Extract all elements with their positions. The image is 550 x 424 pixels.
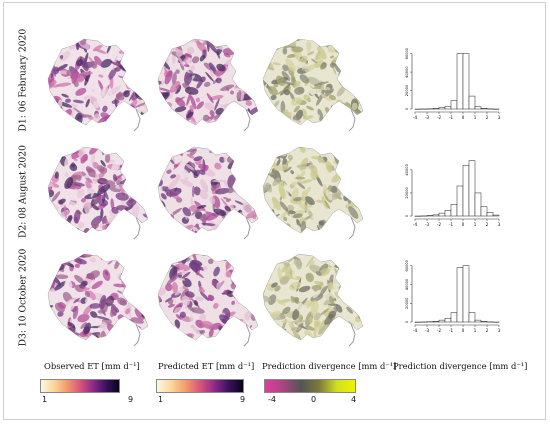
- hist-bar: [450, 204, 458, 217]
- caption-divergence-map: Prediction divergence [mm d⁻¹]: [262, 361, 397, 371]
- colorbar-predicted-min: 1: [158, 395, 164, 404]
- y-tick-label: 40000: [405, 163, 409, 175]
- hist-bar: [456, 185, 464, 217]
- hist-bar: [486, 212, 494, 217]
- hist-bar: [492, 214, 500, 217]
- colorbar-divergence: [264, 379, 356, 393]
- x-tick-label: 2: [486, 328, 489, 333]
- hist-bar: [438, 212, 446, 217]
- x-tick-label: 1: [474, 328, 477, 333]
- hist-bar: [468, 95, 476, 110]
- y-tick-label: 0: [405, 320, 409, 323]
- caption-predicted-et: Predicted ET [mm d⁻¹]: [158, 361, 255, 371]
- y-tick-label: 40000: [405, 66, 409, 78]
- x-tick-label: -1: [449, 115, 453, 120]
- hist-bar: [444, 105, 452, 110]
- hist-bar: [450, 100, 458, 110]
- colorbar-divergence-max: 4: [351, 395, 357, 404]
- x-tick-label: -2: [437, 115, 441, 120]
- row-label-d1: D1: 06 February 2020: [17, 28, 29, 132]
- divergence-map-d1: [262, 38, 364, 132]
- hist-bar: [474, 106, 482, 110]
- y-tick-label: 0: [405, 214, 409, 217]
- x-tick-label: 1: [474, 222, 477, 227]
- hist-bar: [432, 321, 440, 323]
- colorbar-predicted-et: [156, 379, 244, 393]
- hist-bar: [432, 214, 440, 217]
- x-tick-label: 3: [498, 222, 501, 227]
- hist-bar: [468, 312, 476, 323]
- x-tick-label: -3: [425, 328, 429, 333]
- divergence-histogram-d1: 0 20000 40000 60000 -4 -3 -2 -1 0 1 2 3: [405, 47, 501, 120]
- x-tick-label: 2: [486, 115, 489, 120]
- y-tick-label: 20000: [405, 186, 409, 198]
- map-outline: [262, 146, 364, 234]
- hist-bar: [468, 160, 476, 217]
- predicted-et-map-d1: [157, 38, 259, 132]
- x-tick-label: -2: [437, 328, 441, 333]
- x-tick-label: -3: [425, 222, 429, 227]
- x-tick-label: 1: [474, 115, 477, 120]
- x-tick-label: 0: [462, 115, 465, 120]
- y-tick-label: 0: [405, 107, 409, 110]
- observed-et-map-d3: [47, 253, 149, 347]
- caption-observed-et: Observed ET [mm d⁻¹]: [44, 361, 140, 371]
- x-tick-label: -2: [437, 222, 441, 227]
- x-tick-label: 3: [498, 328, 501, 333]
- y-tick-label: 60000: [405, 259, 409, 271]
- x-tick-label: 0: [462, 222, 465, 227]
- divergence-histogram-d3: 0 20000 40000 60000 -4 -3 -2 -1 0 1 2 3: [405, 259, 501, 333]
- hist-bar: [438, 107, 446, 110]
- hist-bar: [480, 108, 488, 110]
- row-label-d2: D2: 08 August 2020: [17, 145, 29, 238]
- y-tick-label: 40000: [405, 278, 409, 290]
- hist-bar: [450, 312, 458, 323]
- row-label-d3: D3: 10 October 2020: [17, 248, 29, 347]
- predicted-et-map-d2: [157, 146, 259, 240]
- colorbar-observed-min: 1: [42, 395, 48, 404]
- divergence-histogram-d2: 0 20000 40000 -4 -3 -2 -1 0 1 2 3: [405, 160, 501, 227]
- observed-et-map-d2: [47, 146, 149, 240]
- figure-frame: [3, 2, 546, 420]
- hist-bar: [432, 108, 440, 110]
- hist-bar: [474, 192, 482, 217]
- colorbar-predicted-max: 9: [240, 395, 246, 404]
- caption-divergence-histogram: Prediction divergence [mm d⁻¹]: [393, 361, 528, 371]
- x-tick-label: -4: [413, 115, 417, 120]
- observed-et-map-d1: [47, 38, 149, 132]
- colorbar-divergence-mid: 0: [311, 395, 317, 404]
- divergence-map-d3: [262, 253, 364, 347]
- hist-bar: [480, 321, 488, 323]
- y-tick-label: 20000: [405, 84, 409, 96]
- colorbar-observed-et: [40, 379, 120, 393]
- hist-bar: [462, 265, 470, 323]
- predicted-et-map-d3: [157, 253, 259, 347]
- x-tick-label: -1: [449, 328, 453, 333]
- hist-bar: [462, 53, 470, 110]
- hist-bar: [456, 267, 464, 323]
- x-tick-label: 3: [498, 115, 501, 120]
- colorbar-divergence-min: -4: [268, 395, 276, 404]
- hist-bar: [456, 53, 464, 110]
- hist-bar: [462, 164, 470, 217]
- x-tick-label: -4: [413, 328, 417, 333]
- hist-bar: [474, 319, 482, 323]
- y-tick-label: 20000: [405, 297, 409, 309]
- hist-bar: [438, 319, 446, 323]
- hist-bar: [480, 206, 488, 217]
- colorbar-observed-max: 9: [128, 395, 134, 404]
- x-tick-label: -3: [425, 115, 429, 120]
- divergence-map-d2: [262, 146, 364, 240]
- x-tick-label: 2: [486, 222, 489, 227]
- hist-bar: [444, 209, 452, 217]
- x-tick-label: -4: [413, 222, 417, 227]
- hist-bar: [444, 318, 452, 323]
- x-tick-label: -1: [449, 222, 453, 227]
- y-tick-label: 60000: [405, 47, 409, 59]
- x-tick-label: 0: [462, 328, 465, 333]
